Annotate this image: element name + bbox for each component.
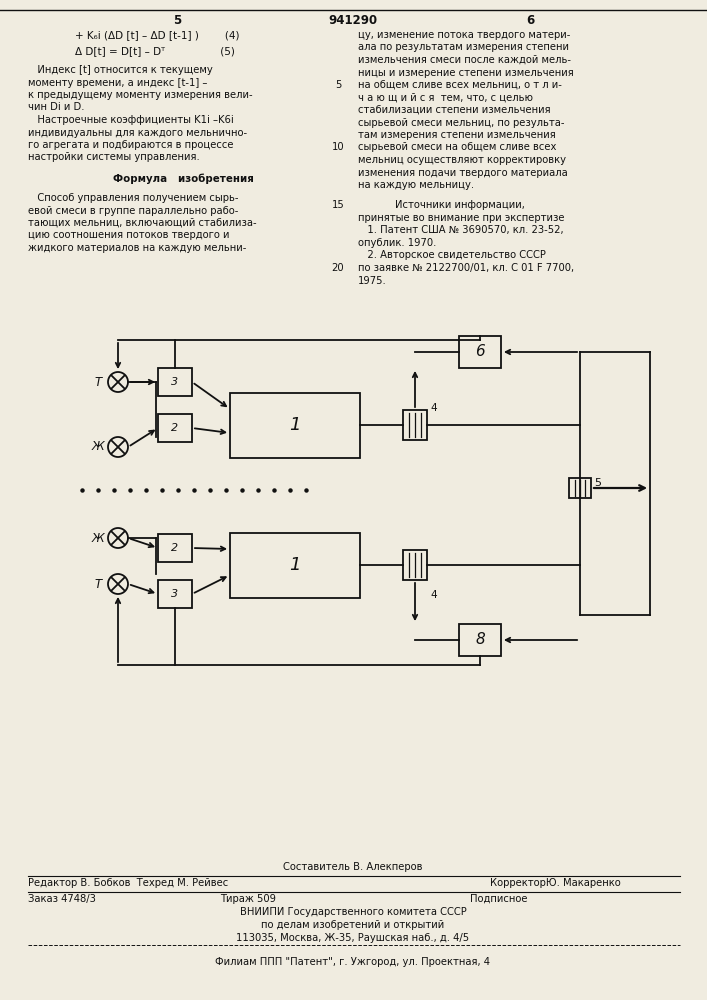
Text: тающих мельниц, включающий стабилиза-: тающих мельниц, включающий стабилиза- [28,218,257,228]
Text: 4: 4 [430,590,437,600]
Text: стабилизации степени измельчения: стабилизации степени измельчения [358,105,551,115]
Text: Подписное: Подписное [470,894,527,904]
Text: 5: 5 [335,80,341,90]
Bar [230,392,360,458]
Text: настройки системы управления.: настройки системы управления. [28,152,200,162]
Text: 15: 15 [332,200,344,211]
Text: 941290: 941290 [329,14,378,27]
Text: принятые во внимание при экспертизе: принятые во внимание при экспертизе [358,213,564,223]
Text: Тираж 509: Тираж 509 [220,894,276,904]
Text: Т: Т [95,578,102,590]
Text: 6: 6 [475,344,485,360]
Text: Заказ 4748/3: Заказ 4748/3 [28,894,96,904]
Text: 20: 20 [332,263,344,273]
Text: Индекс [t] относится к текущему: Индекс [t] относится к текущему [28,65,213,75]
Text: Формула   изобретения: Формула изобретения [112,173,253,184]
Bar [158,580,192,608]
Text: моменту времени, а индекс [t-1] –: моменту времени, а индекс [t-1] – [28,78,207,88]
Text: ВНИИПИ Государственного комитета СССР: ВНИИПИ Государственного комитета СССР [240,907,467,917]
Bar [403,410,427,440]
Text: Ж: Ж [92,532,105,544]
Text: на каждую мельницу.: на каждую мельницу. [358,180,474,190]
Text: сырьевой смеси на общем сливе всех: сырьевой смеси на общем сливе всех [358,142,556,152]
Text: по делам изобретений и открытий: по делам изобретений и открытий [262,920,445,930]
Text: на общем сливе всех мельниц, о т л и-: на общем сливе всех мельниц, о т л и- [358,80,562,90]
Bar [158,534,192,562]
Text: 4: 4 [430,403,437,413]
Text: Составитель В. Алекперов: Составитель В. Алекперов [284,862,423,872]
Text: ницы и измерение степени измельчения: ницы и измерение степени измельчения [358,68,574,78]
Text: 2: 2 [171,423,179,433]
Text: изменения подачи твердого материала: изменения подачи твердого материала [358,167,568,178]
Bar [459,336,501,368]
Text: Настроечные коэффициенты K1i –K6i: Настроечные коэффициенты K1i –K6i [28,115,234,125]
Text: Способ управления получением сырь-: Способ управления получением сырь- [28,193,238,203]
Bar [459,624,501,656]
Text: 3: 3 [171,589,179,599]
Text: 8: 8 [475,633,485,648]
Text: 1: 1 [289,416,300,434]
Bar [158,414,192,442]
Text: ч а ю щ и й с я  тем, что, с целью: ч а ю щ и й с я тем, что, с целью [358,93,533,103]
Text: 2. Авторское свидетельство СССР: 2. Авторское свидетельство СССР [358,250,546,260]
Text: цию соотношения потоков твердого и: цию соотношения потоков твердого и [28,231,230,240]
Text: чин Di и D.: чин Di и D. [28,103,85,112]
Text: ала по результатам измерения степени: ала по результатам измерения степени [358,42,569,52]
Text: Δ D[t] = D[t] – Dᵀ                 (5): Δ D[t] = D[t] – Dᵀ (5) [75,46,235,56]
Text: Филиам ППП "Патент", г. Ужгород, ул. Проектная, 4: Филиам ППП "Патент", г. Ужгород, ул. Про… [216,957,491,967]
Text: 1. Патент США № 3690570, кл. 23-52,: 1. Патент США № 3690570, кл. 23-52, [358,226,563,235]
Text: индивидуальны для каждого мельнично-: индивидуальны для каждого мельнично- [28,127,247,137]
Bar [158,368,192,396]
Text: Ж: Ж [92,440,105,454]
Text: 1975.: 1975. [358,275,387,286]
Text: 5: 5 [173,14,181,27]
Text: по заявке № 2122700/01, кл. C 01 F 7700,: по заявке № 2122700/01, кл. C 01 F 7700, [358,263,574,273]
Text: 3: 3 [171,377,179,387]
Text: там измерения степени измельчения: там измерения степени измельчения [358,130,556,140]
Bar [569,478,591,498]
Text: евой смеси в группе параллельно рабо-: евой смеси в группе параллельно рабо- [28,206,238,216]
Text: Источники информации,: Источники информации, [395,200,525,211]
Text: жидкого материалов на каждую мельни-: жидкого материалов на каждую мельни- [28,243,246,253]
Text: к предыдущему моменту измерения вели-: к предыдущему моменту измерения вели- [28,90,252,100]
Text: Т: Т [95,375,102,388]
Text: КорректорЮ. Макаренко: КорректорЮ. Макаренко [490,878,621,888]
Text: 6: 6 [526,14,534,27]
Text: 2: 2 [171,543,179,553]
Bar [230,532,360,597]
Text: сырьевой смеси мельниц, по результа-: сырьевой смеси мельниц, по результа- [358,117,564,127]
Text: го агрегата и подбираются в процессе: го агрегата и подбираются в процессе [28,140,233,150]
Text: измельчения смеси после каждой мель-: измельчения смеси после каждой мель- [358,55,571,65]
Bar [403,550,427,580]
Text: 1: 1 [289,556,300,574]
Text: мельниц осуществляют корректировку: мельниц осуществляют корректировку [358,155,566,165]
Text: Редактор В. Бобков  Техред М. Рейвес: Редактор В. Бобков Техред М. Рейвес [28,878,228,888]
Text: + K₆i (ΔD [t] – ΔD [t-1] )        (4): + K₆i (ΔD [t] – ΔD [t-1] ) (4) [75,30,240,40]
Text: опублик. 1970.: опублик. 1970. [358,238,436,248]
Text: 5: 5 [594,478,601,488]
Text: 10: 10 [332,142,344,152]
Text: цу, изменение потока твердого матери-: цу, изменение потока твердого матери- [358,30,571,40]
Text: 113035, Москва, Ж-35, Раушская наб., д. 4/5: 113035, Москва, Ж-35, Раушская наб., д. … [236,933,469,943]
